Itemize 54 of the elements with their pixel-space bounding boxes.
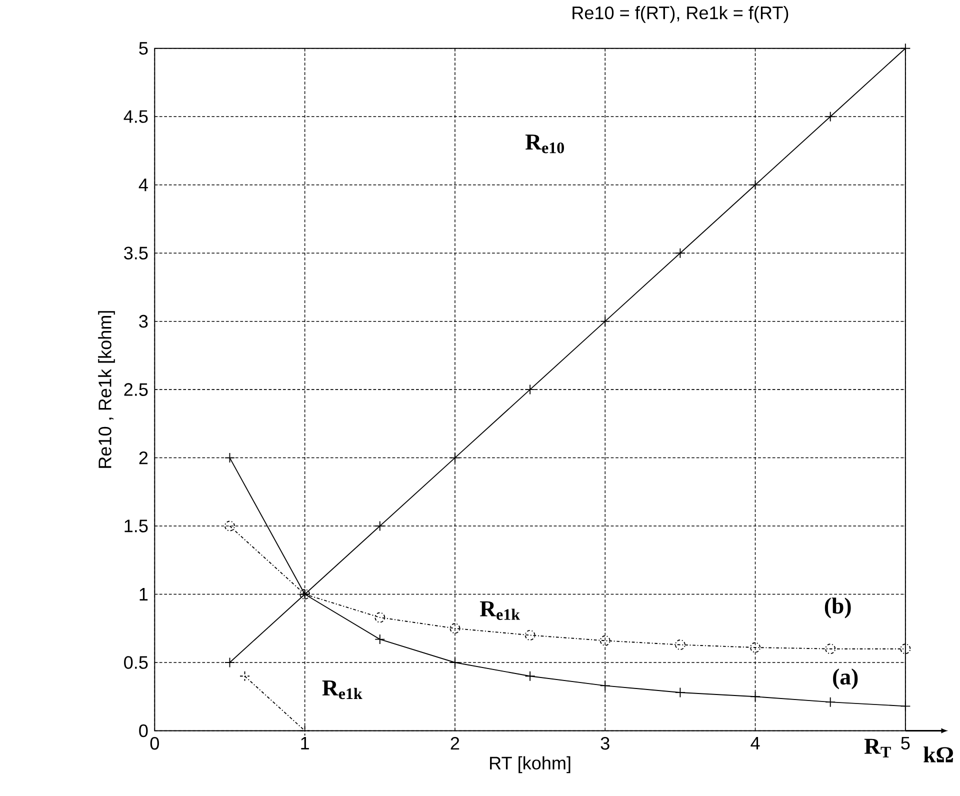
annotation: R$_{e1k}$: [480, 601, 520, 620]
point: [900, 644, 911, 654]
point: [224, 657, 235, 668]
point: [825, 644, 836, 654]
text: kΩ: [924, 746, 953, 762]
y-tick-label: 1.5: [124, 520, 148, 532]
point: [374, 634, 386, 644]
x-tick-label: 1: [301, 736, 309, 750]
text: R$_{T}$: [864, 738, 891, 758]
point: [450, 452, 460, 463]
y-tick-label: 1: [140, 588, 148, 600]
point: [374, 520, 386, 532]
point: [524, 670, 536, 682]
annotation: R$_{e1k}$: [322, 680, 362, 699]
point: [524, 630, 536, 640]
x-tick-label: 0: [150, 736, 159, 750]
point: [600, 316, 610, 326]
chart-title: Re10 = f(RT), Re1k = f(RT): [572, 6, 788, 23]
point: [750, 642, 760, 653]
y-tick-label: 3: [139, 314, 148, 328]
point: [750, 691, 760, 702]
point: [224, 452, 235, 463]
point: [600, 635, 610, 646]
point: [900, 700, 911, 712]
y-axis-title: Re10 , Re1k [kohm]: [98, 310, 115, 468]
point: [750, 180, 760, 190]
y-tick-label: 4.5: [124, 110, 148, 123]
annotation: R$_{e10}$: [525, 134, 564, 154]
x-tick-label: 5: [901, 736, 910, 750]
point: [600, 680, 610, 691]
y-tick-label: 2: [139, 451, 148, 464]
y-tick-label: 0: [139, 724, 148, 738]
point: [825, 696, 836, 708]
y-tick-label: 5: [139, 42, 148, 55]
point: [674, 639, 686, 650]
point: [240, 670, 250, 682]
point: [674, 248, 686, 258]
point: [374, 612, 386, 623]
y-tick-label: 3.5: [124, 246, 148, 260]
x-tick-label: 4: [750, 736, 760, 750]
x-tick-label: 2: [450, 736, 460, 750]
point: [224, 520, 235, 532]
x-tick-label: 3: [600, 736, 610, 750]
y-tick-label: 4: [138, 178, 148, 191]
annotation: (b): [824, 597, 851, 618]
annotation: (a): [833, 668, 858, 690]
point: [450, 623, 460, 634]
point: [524, 384, 536, 395]
point: [674, 687, 686, 698]
y-tick-label: 2.5: [124, 383, 148, 396]
x-axis-title: RT [kohm]: [490, 756, 570, 773]
point: [450, 657, 460, 668]
point: [825, 111, 836, 122]
y-tick-label: 0.5: [124, 656, 148, 669]
